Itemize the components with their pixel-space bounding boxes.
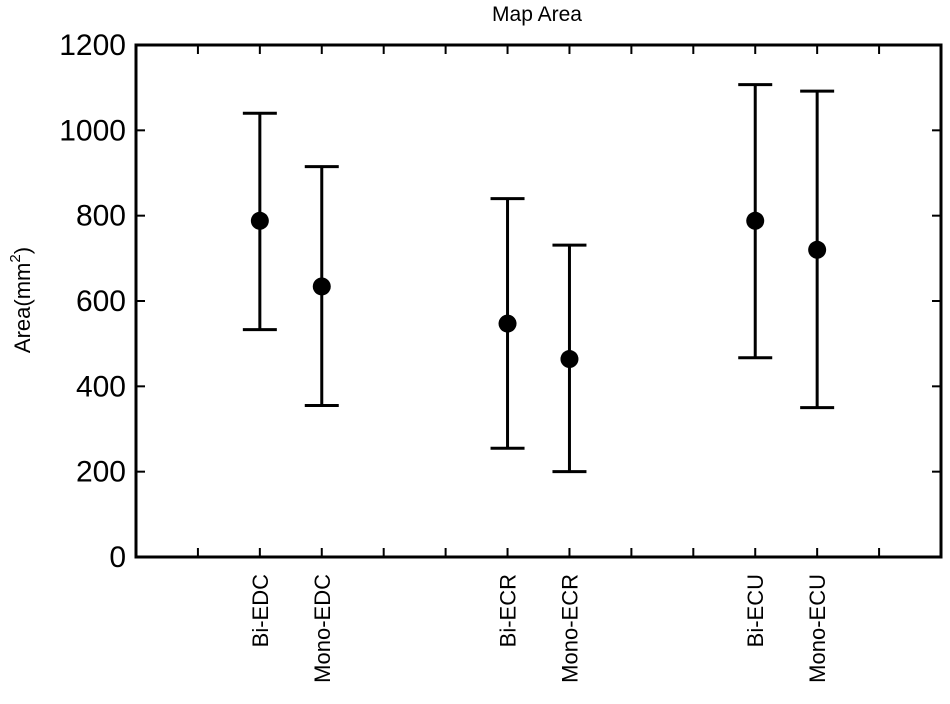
y-axis-label-close: ) (10, 247, 35, 254)
y-tick-label: 400 (76, 370, 126, 403)
y-tick-label: 600 (76, 285, 126, 318)
chart-title: Map Area (492, 3, 582, 26)
plot-frame (134, 43, 943, 559)
data-point (808, 240, 827, 259)
y-tick-label: 800 (76, 200, 126, 233)
y-tick-label: 0 (109, 541, 126, 574)
y-tick-label: 1200 (59, 29, 126, 62)
data-point (250, 211, 269, 230)
x-tick-label: Mono-ECR (557, 574, 582, 683)
data-point (312, 277, 331, 296)
y-axis-label: Area(mm2) (7, 247, 35, 353)
data-point (746, 211, 765, 230)
x-tick-label: Bi-EDC (248, 574, 273, 647)
plot-layer: 0 200 400 600 800 1000 1200 Bi-EDC Mono-EDC Bi-EC… (59, 29, 941, 683)
data-point (560, 350, 579, 369)
y-tick-label: 200 (76, 456, 126, 489)
x-tick-label: Mono-ECU (805, 574, 830, 683)
y-axis-label-main: Area(mm (10, 263, 35, 353)
x-tick-label: Mono-EDC (310, 574, 335, 683)
data-point (498, 314, 517, 333)
y-tick-label: 1000 (59, 114, 126, 147)
y-axis-label-superscript: 2 (7, 254, 24, 262)
x-tick-label: Bi-ECU (743, 574, 768, 647)
x-tick-label: Bi-ECR (496, 574, 521, 647)
